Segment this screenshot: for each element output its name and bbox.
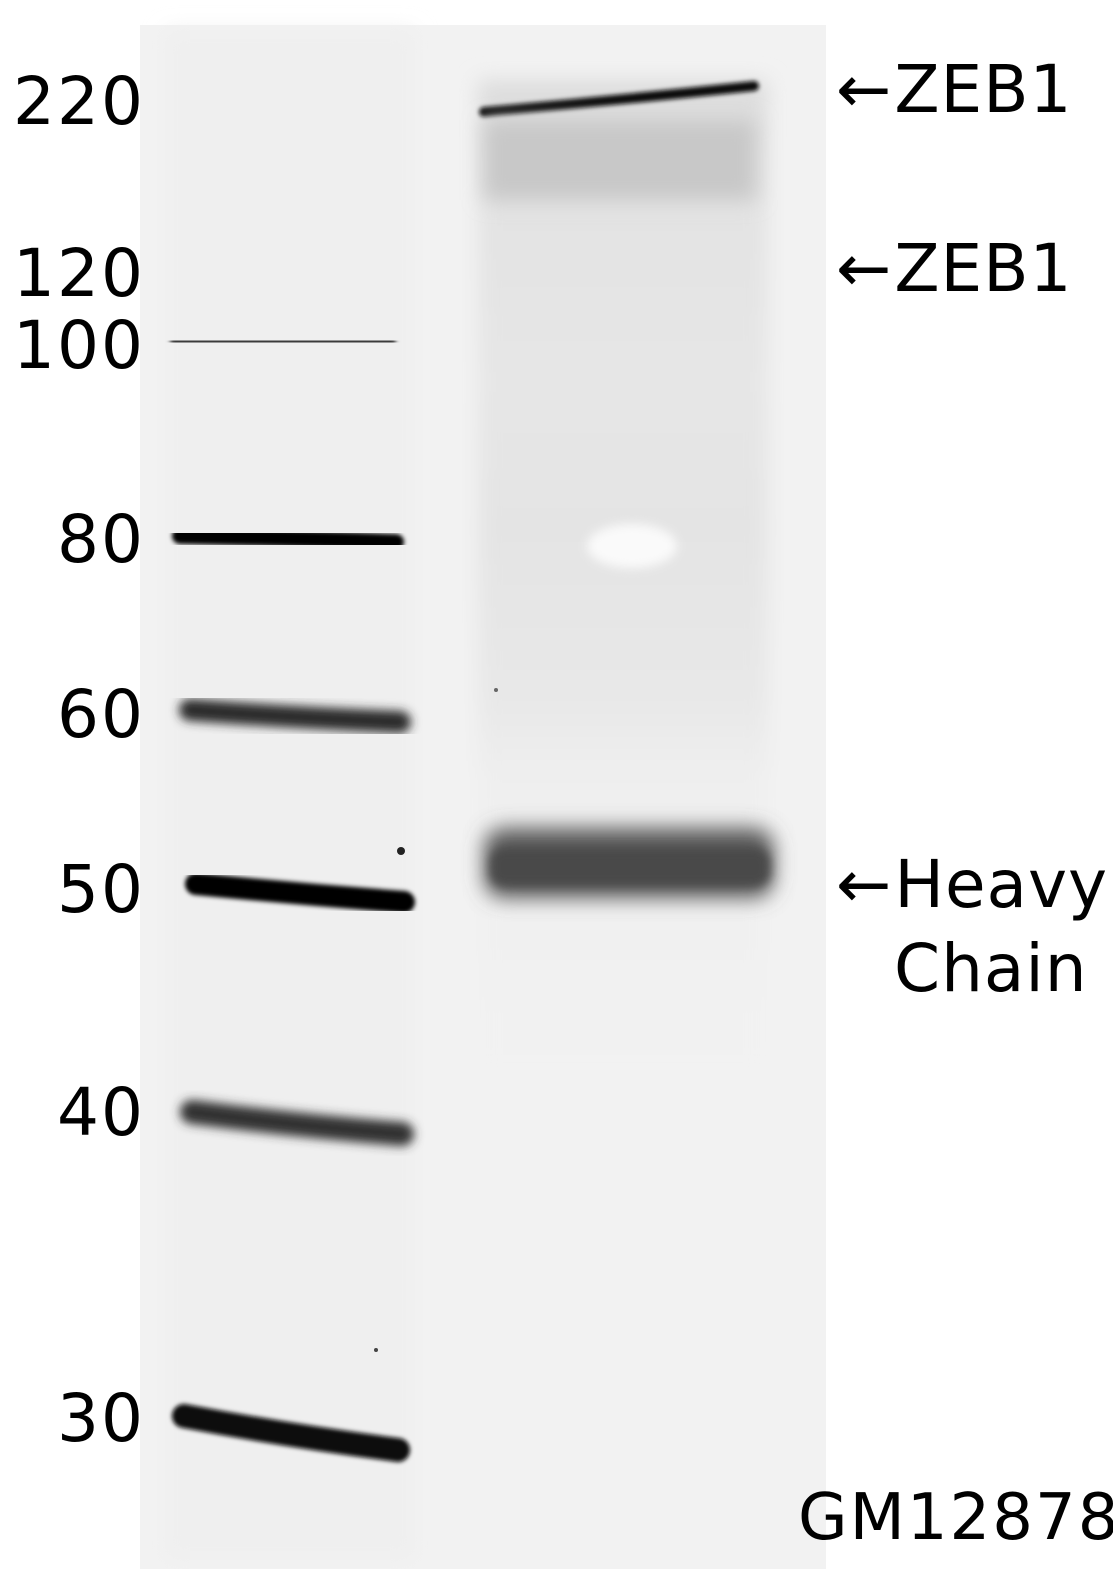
ladder-bands (165, 90, 415, 1462)
heavy-chain-line2: Chain (894, 930, 1088, 1007)
ladder-band-100 (170, 335, 396, 348)
marker-label-30: 30 (57, 1380, 145, 1457)
heavy-text: Heavy (894, 846, 1109, 923)
marker-label-40: 40 (57, 1074, 145, 1151)
sample-band-zeb1-upper (479, 81, 759, 117)
zeb1-lower-text: ZEB1 (894, 230, 1073, 307)
band-label-zeb1-lower: ←ZEB1 (836, 236, 1073, 302)
sample-blank-spot (587, 524, 677, 568)
marker-label-80: 80 (57, 501, 145, 578)
sample-bands (479, 81, 774, 898)
ladder-band-80 (172, 528, 404, 550)
sample-lane-smear (478, 80, 768, 1080)
speck (374, 1348, 378, 1352)
sample-label: GM12878 (798, 1481, 1113, 1555)
ladder-band-50 (185, 873, 415, 913)
ladder-band-30 (172, 1404, 410, 1462)
marker-label-50: 50 (57, 851, 145, 928)
arrow-left-icon: ← (836, 230, 893, 307)
ladder-band-40 (180, 1100, 414, 1146)
ladder-band-60 (179, 699, 411, 733)
marker-label-60: 60 (57, 676, 145, 753)
marker-label-220: 220 (13, 63, 145, 140)
arrow-left-icon: ← (836, 51, 893, 128)
marker-label-100: 100 (13, 307, 145, 384)
speck (397, 847, 405, 855)
zeb1-upper-text: ZEB1 (894, 51, 1073, 128)
sample-band-heavy-chain-core (490, 848, 770, 886)
band-label-heavy-chain: ←Heavy (836, 852, 1108, 918)
speck (494, 688, 498, 692)
ladder-lane-background (165, 30, 415, 1560)
marker-label-120: 120 (13, 235, 145, 312)
sample-band-zeb1-upper-smear (484, 120, 756, 200)
band-label-zeb1-upper: ←ZEB1 (836, 57, 1073, 123)
arrow-left-icon: ← (836, 846, 893, 923)
